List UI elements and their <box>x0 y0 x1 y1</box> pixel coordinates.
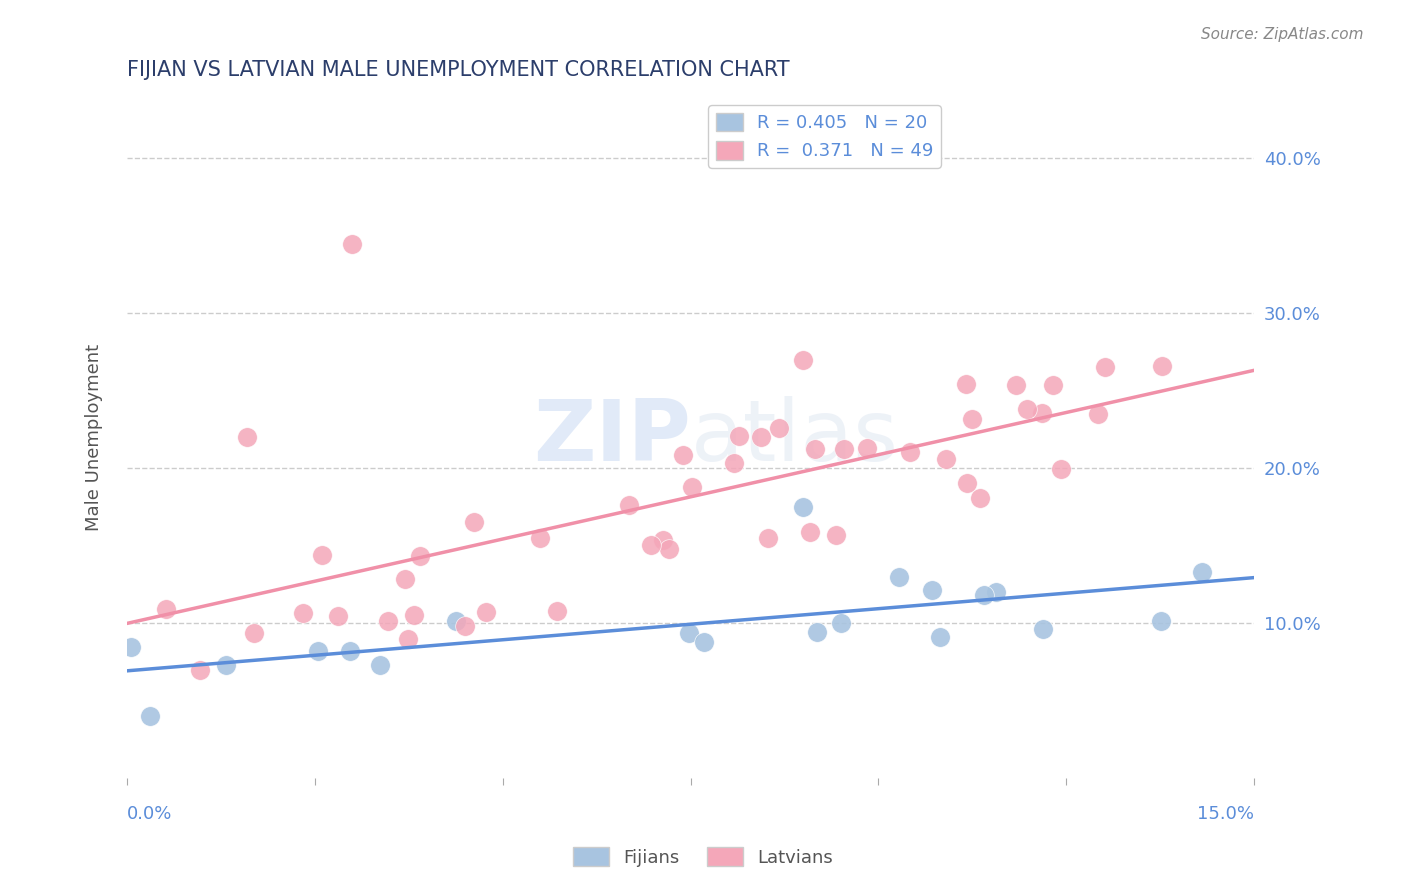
Point <box>311 548 333 562</box>
Point <box>768 421 790 435</box>
Point <box>929 630 952 644</box>
Point <box>969 491 991 505</box>
Point <box>806 625 828 640</box>
Point <box>956 476 979 491</box>
Point <box>728 429 751 443</box>
Point <box>723 457 745 471</box>
Text: Source: ZipAtlas.com: Source: ZipAtlas.com <box>1201 27 1364 42</box>
Point <box>1015 402 1038 417</box>
Point <box>1032 622 1054 636</box>
Point <box>986 584 1008 599</box>
Point <box>825 528 848 542</box>
Point <box>454 619 477 633</box>
Point <box>792 500 814 514</box>
Point <box>139 709 162 723</box>
Point <box>830 616 852 631</box>
Point <box>444 614 467 628</box>
Point <box>529 532 551 546</box>
Point <box>1042 377 1064 392</box>
Point <box>898 445 921 459</box>
Point <box>394 573 416 587</box>
Point <box>155 602 177 616</box>
Point <box>856 442 879 456</box>
Point <box>652 533 675 547</box>
Point <box>973 589 995 603</box>
Point <box>463 515 485 529</box>
Point <box>215 658 238 673</box>
Point <box>396 632 419 647</box>
Point <box>1031 406 1053 420</box>
Point <box>640 538 662 552</box>
Point <box>832 442 855 457</box>
Point <box>243 626 266 640</box>
Legend: R = 0.405   N = 20, R =  0.371   N = 49: R = 0.405 N = 20, R = 0.371 N = 49 <box>709 105 941 168</box>
Point <box>1050 462 1073 476</box>
Point <box>377 614 399 628</box>
Point <box>474 605 496 619</box>
Point <box>292 606 315 620</box>
Point <box>693 635 716 649</box>
Point <box>672 448 695 462</box>
Point <box>409 549 432 563</box>
Point <box>658 541 681 556</box>
Point <box>236 430 259 444</box>
Y-axis label: Male Unemployment: Male Unemployment <box>86 343 103 531</box>
Point <box>803 442 825 457</box>
Point <box>955 377 977 392</box>
Text: 15.0%: 15.0% <box>1197 805 1254 823</box>
Point <box>1087 407 1109 421</box>
Point <box>1094 359 1116 374</box>
Point <box>756 531 779 545</box>
Point <box>368 658 391 673</box>
Point <box>889 570 911 584</box>
Point <box>681 481 703 495</box>
Point <box>326 608 349 623</box>
Text: atlas: atlas <box>690 396 898 479</box>
Point <box>120 640 142 654</box>
Point <box>1005 377 1028 392</box>
Point <box>1150 359 1173 374</box>
Text: ZIP: ZIP <box>533 396 690 479</box>
Point <box>342 236 364 251</box>
Point <box>404 607 426 622</box>
Point <box>792 352 814 367</box>
Legend: Fijians, Latvians: Fijians, Latvians <box>565 840 841 874</box>
Point <box>749 430 772 444</box>
Text: 0.0%: 0.0% <box>127 805 173 823</box>
Point <box>678 625 700 640</box>
Point <box>339 644 361 658</box>
Point <box>921 583 943 598</box>
Point <box>619 498 641 512</box>
Point <box>188 663 211 677</box>
Text: FIJIAN VS LATVIAN MALE UNEMPLOYMENT CORRELATION CHART: FIJIAN VS LATVIAN MALE UNEMPLOYMENT CORR… <box>127 60 790 79</box>
Point <box>546 604 568 618</box>
Point <box>934 452 956 467</box>
Point <box>307 644 329 658</box>
Point <box>1191 566 1213 580</box>
Point <box>960 411 983 425</box>
Point <box>799 525 821 540</box>
Point <box>1150 614 1173 628</box>
